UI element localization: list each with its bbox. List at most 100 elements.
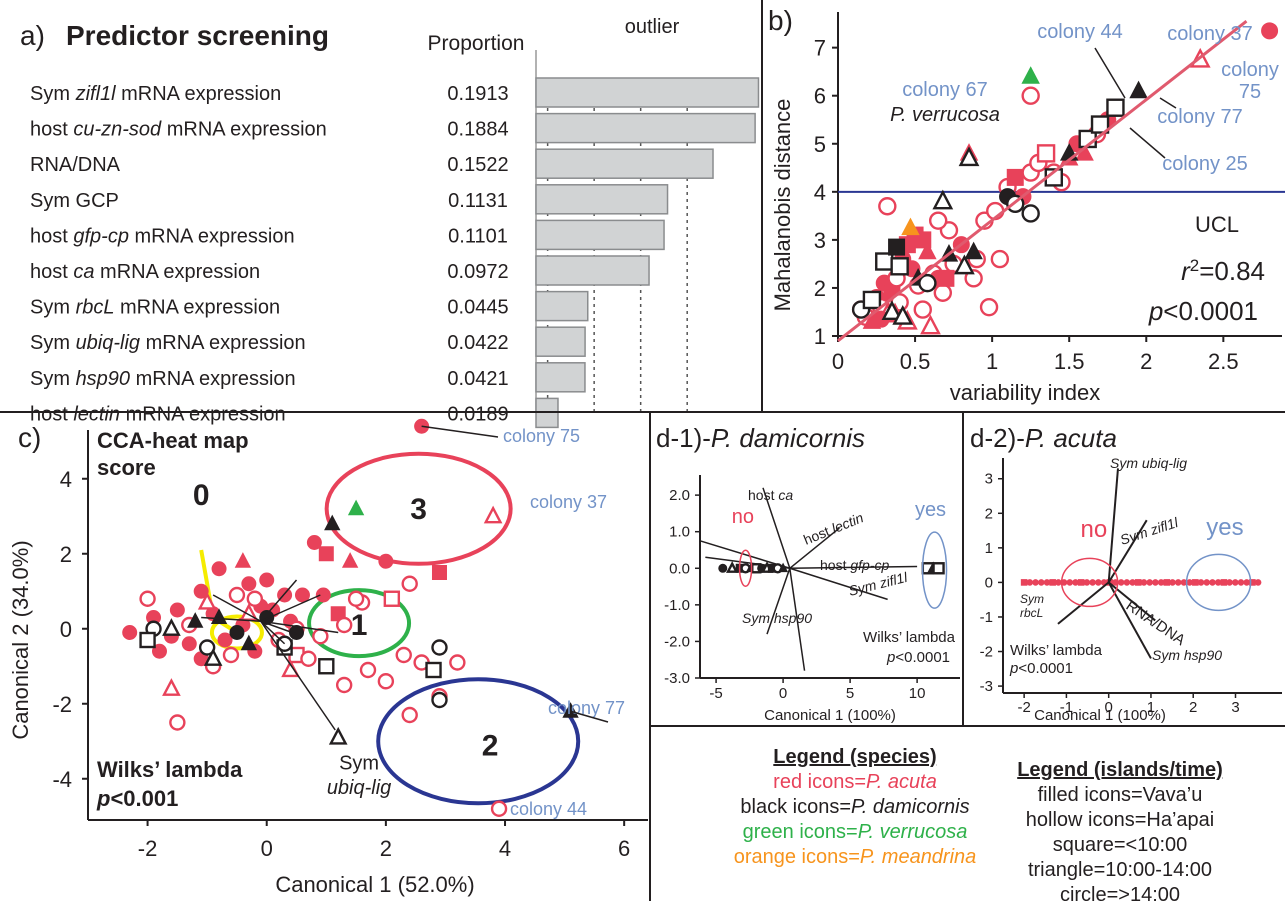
predictor-label: Sym zifl1l mRNA expression [30,83,281,105]
colony-label: colony 77 [548,698,625,718]
y-tick-label: -2.0 [664,633,690,650]
x-tick-label: -2 [138,836,158,861]
proportion-value: 0.0189 [447,403,508,425]
x-tick-label: 10 [909,685,926,702]
y-tick-label: 2 [985,505,993,522]
canonical-vector [1057,581,1110,625]
bar [535,326,586,357]
label-part: p [1009,660,1018,677]
x-axis-label: Canonical 1 (100%) [1034,707,1166,724]
data-point [1021,66,1040,84]
data-point [1261,22,1279,40]
outlier-label: outlier [625,16,680,38]
vector-label: Sym ubiq-lig [1110,455,1187,471]
label-part: P. damicornis [711,423,865,453]
group-label: no [1081,516,1108,543]
wilks-label: Wilks’ lambda [1010,642,1103,659]
label-part: p [96,786,110,811]
label-part: mRNA expression [130,368,296,390]
proportion-value: 0.1884 [447,119,508,141]
label-part: Sym [742,610,774,626]
group-no-ellipse [738,549,753,588]
data-point [1106,98,1125,117]
data-point [1020,579,1028,586]
data-point [395,646,412,664]
data-point [878,197,897,216]
predictor-label: Sym rbcL mRNA expression [30,297,280,319]
panel-letter-a: a) [20,20,45,51]
canonical-vector [766,568,791,635]
data-point [937,269,955,287]
proportion-value: 0.0422 [447,332,508,354]
bar [535,219,665,251]
data-point [169,602,185,618]
label-part: Sym GCP [30,190,119,212]
data-point [964,269,983,288]
label-part: Sym [30,83,76,105]
legend-islands-list: filled icons=Vava’u hollow icons=Ha’apai s… [970,783,1270,908]
data-point [1077,579,1085,586]
colony-label: colony 25 [1162,153,1248,175]
proportion-value: 0.1913 [447,83,508,105]
data-point [1134,579,1142,586]
canonical-vector [260,620,303,637]
predictor-label: Sym GCP [30,190,119,212]
y-tick-label: -3.0 [664,670,690,687]
bar [535,112,756,144]
legend-item-prefix: red icons= [773,771,867,793]
predictor-label: host ca mRNA expression [30,261,260,283]
data-point [341,552,359,568]
data-point [211,561,227,577]
label-part: mRNA expression [114,297,280,319]
panel-d1-damicornis: d-1)-P. damicornis -5 0 5 10 2.0 1.0 0.0 -1.0 -2.… [656,423,960,724]
leader-line [1129,127,1166,159]
data-point [241,576,257,592]
x-tick-label: 2.5 [1208,349,1239,374]
colony-label: colony [1221,59,1279,81]
data-point [725,561,739,573]
group-no-ellipse [1060,557,1119,608]
data-point [1021,204,1040,223]
y-tick-label: 2 [814,276,826,301]
x-tick-label: 3 [1231,699,1239,716]
label-part: <0.0001 [895,649,950,666]
data-point [932,562,945,575]
canonical-vector [1107,581,1152,659]
data-point [881,300,903,320]
label-part: host [30,119,73,141]
data-point [1214,579,1222,586]
label-part: lectin [73,403,120,425]
y-tick-label: 5 [814,132,826,157]
group-yes-ellipse [1185,553,1252,612]
data-point [490,800,508,817]
label-part: 2 [1190,256,1199,275]
bar [535,77,760,108]
panel-b-mahalanobis-scatter: b) 0 0.5 1 1.5 2 2.5 1 2 3 4 5 6 7 variability index Ma… [768,5,1285,405]
data-point [964,241,983,260]
proportion-value: 0.0421 [447,368,508,390]
label-part: host [30,225,73,247]
data-point [318,658,335,675]
data-point [1117,579,1125,586]
colony-label: colony 77 [1157,106,1243,128]
predictor-label: host gfp-cp mRNA expression [30,225,295,247]
leader-line [570,710,609,723]
p-value: p<0.0001 [1148,296,1258,326]
wilks-p: p<0.001 [96,786,178,811]
panel-c-title: score [97,455,156,480]
colony-label: colony 44 [1037,21,1123,43]
data-point [1157,579,1165,586]
data-point [431,639,448,656]
panel-a-title: Predictor screening [66,20,329,51]
y-tick-label: 1 [985,540,993,557]
label-part: mRNA expression [120,403,286,425]
x-tick-label: 2 [1189,699,1197,716]
data-point [933,283,953,302]
legend-item-prefix: green icons= [742,821,858,843]
data-point [1163,579,1171,586]
vector-label: Sym hsp90 [742,610,812,626]
bar [535,148,714,179]
vector-label: host ca [748,487,793,503]
